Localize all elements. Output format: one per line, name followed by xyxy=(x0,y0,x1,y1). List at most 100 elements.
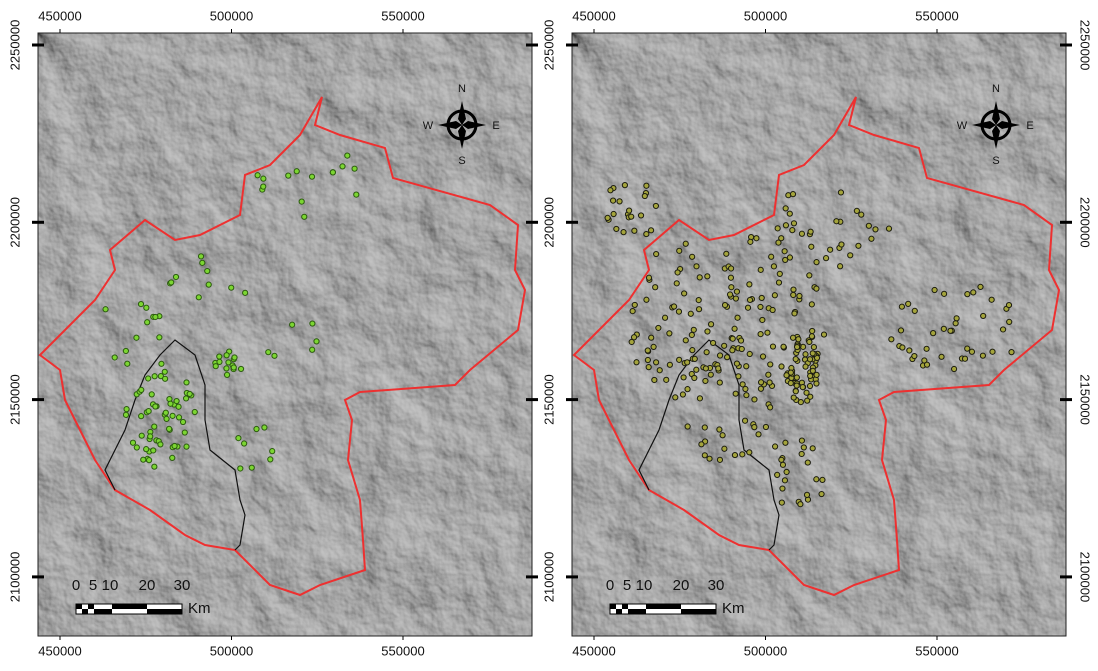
sample-point xyxy=(172,443,177,448)
sample-point xyxy=(819,491,824,496)
compass-label: E xyxy=(1026,120,1033,132)
sample-point xyxy=(839,242,844,247)
sample-point xyxy=(900,345,905,350)
x-tick-label: 450000 xyxy=(572,8,615,23)
sample-point xyxy=(834,219,839,224)
sample-point xyxy=(748,239,753,244)
sample-point xyxy=(683,241,688,246)
scale-label: 30 xyxy=(708,577,725,594)
sample-point xyxy=(734,361,739,366)
sample-point xyxy=(192,409,197,414)
sample-point xyxy=(722,343,727,348)
sample-point xyxy=(622,183,627,188)
sample-point xyxy=(184,380,189,385)
compass-label: W xyxy=(423,120,434,132)
sample-point xyxy=(180,419,185,424)
sample-point xyxy=(856,243,861,248)
sample-point xyxy=(153,404,158,409)
sample-point xyxy=(151,448,156,453)
sample-point xyxy=(924,346,929,351)
sample-point xyxy=(255,173,260,178)
sample-point xyxy=(898,328,903,333)
sample-point xyxy=(340,164,345,169)
sample-point xyxy=(261,176,266,181)
sample-point xyxy=(728,275,733,280)
sample-point xyxy=(646,365,651,370)
sample-point xyxy=(758,386,763,391)
compass-label: S xyxy=(458,155,465,167)
compass-label: E xyxy=(492,120,499,132)
sample-point xyxy=(134,445,139,450)
sample-point xyxy=(667,362,672,367)
sample-point xyxy=(780,462,785,467)
sample-point xyxy=(229,285,234,290)
sample-point xyxy=(690,254,695,259)
sample-point xyxy=(854,208,859,213)
scale-label: 10 xyxy=(102,577,119,594)
sample-point xyxy=(675,270,680,275)
sample-point xyxy=(152,424,157,429)
sample-point xyxy=(939,354,944,359)
sample-point xyxy=(771,264,776,269)
sample-point xyxy=(732,452,737,457)
y-tick-label: 2250000 xyxy=(7,20,22,71)
sample-point xyxy=(152,464,157,469)
sample-point xyxy=(657,368,662,373)
sample-point xyxy=(873,227,878,232)
sample-point xyxy=(805,460,810,465)
sample-point xyxy=(236,436,241,441)
sample-point xyxy=(794,383,799,388)
scale-label: 20 xyxy=(673,577,690,594)
sample-point xyxy=(608,188,613,193)
sample-point xyxy=(704,350,709,355)
sample-point xyxy=(716,366,721,371)
sample-point xyxy=(747,297,752,302)
sample-point xyxy=(652,377,657,382)
panel-base xyxy=(38,33,532,636)
sample-point xyxy=(176,404,181,409)
sample-point xyxy=(814,260,819,265)
sample-point xyxy=(838,190,843,195)
sample-point xyxy=(124,407,129,412)
sample-point xyxy=(889,337,894,342)
sample-point xyxy=(980,353,985,358)
sample-point xyxy=(268,457,273,462)
y-tick-label: 2100000 xyxy=(1078,552,1093,603)
sample-point xyxy=(614,226,619,231)
sample-point xyxy=(752,425,757,430)
sample-point xyxy=(167,426,172,431)
x-tick-label: 500000 xyxy=(210,8,253,23)
sample-point xyxy=(200,260,205,265)
sample-point xyxy=(989,297,994,302)
sample-point xyxy=(249,465,254,470)
sample-point xyxy=(354,192,359,197)
sample-point xyxy=(848,253,853,258)
sample-point xyxy=(754,236,759,241)
sample-point xyxy=(899,304,904,309)
sample-point xyxy=(130,440,135,445)
panel-base xyxy=(572,33,1066,636)
sample-point xyxy=(765,330,770,335)
sample-point xyxy=(760,317,765,322)
sample-point xyxy=(807,383,812,388)
sample-point xyxy=(217,354,222,359)
sample-point xyxy=(707,456,712,461)
scale-label: 5 xyxy=(89,577,97,594)
sample-point xyxy=(799,451,804,456)
sample-point xyxy=(810,328,815,333)
sample-point xyxy=(224,372,229,377)
sample-point xyxy=(931,331,936,336)
sample-point xyxy=(799,438,804,443)
sample-point xyxy=(653,285,658,290)
sample-point xyxy=(733,391,738,396)
sample-point xyxy=(807,273,812,278)
sample-point xyxy=(696,307,701,312)
sample-point xyxy=(768,405,773,410)
scale-label: 0 xyxy=(72,577,80,594)
sample-point xyxy=(859,212,864,217)
y-tick-label: 2150000 xyxy=(7,374,22,425)
sample-point xyxy=(689,332,694,337)
sample-point xyxy=(141,457,146,462)
sample-point xyxy=(224,366,229,371)
sample-point xyxy=(139,387,144,392)
